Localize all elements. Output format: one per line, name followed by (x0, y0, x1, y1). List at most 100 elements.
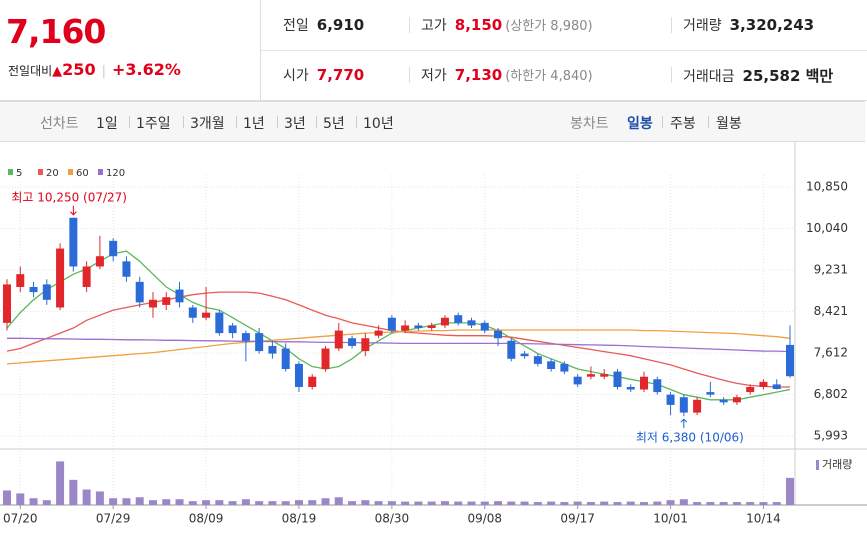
tab[interactable]: 1년 (243, 116, 265, 132)
candle-body (666, 394, 675, 405)
y-tick-label: 8,421 (814, 304, 848, 318)
volume-bar (109, 498, 118, 505)
legend-label: 20 (46, 168, 59, 179)
tab[interactable]: 5년 (323, 116, 345, 132)
candle-body (135, 281, 144, 303)
candle-body (29, 286, 38, 293)
divider (316, 116, 317, 128)
volume-bar (586, 502, 595, 505)
candle-body (202, 312, 211, 318)
candle-body (719, 399, 728, 403)
volume-bar (29, 498, 38, 505)
divider (409, 67, 410, 83)
candle-body (162, 297, 171, 305)
x-tick-label: 08/30 (375, 512, 410, 526)
volume-bar (255, 501, 264, 505)
divider (409, 17, 410, 33)
candle-body (374, 330, 383, 336)
stat: 시가 7,770 (283, 65, 364, 85)
candle-body (148, 299, 157, 308)
stat-label: 시가 (283, 68, 309, 84)
tab[interactable]: 1일 (96, 116, 118, 132)
volume-bar (16, 493, 25, 505)
candle-body (69, 217, 78, 267)
candle-body (573, 376, 582, 385)
candle-body (321, 348, 330, 370)
tab[interactable]: 월봉 (716, 116, 742, 132)
volume-bar (600, 501, 609, 505)
candle-body (401, 325, 410, 331)
x-tick-label: 08/09 (189, 512, 224, 526)
candle-body (653, 379, 662, 393)
candle-body (122, 261, 131, 277)
divider (356, 116, 357, 128)
volume-bar (467, 501, 476, 505)
candle-body (228, 325, 237, 334)
volume-bar (268, 501, 277, 505)
candle-body (109, 240, 118, 257)
candle-body (348, 338, 357, 346)
y-tick-label: 10,850 (806, 179, 848, 193)
volume-bar (348, 501, 357, 505)
change: 전일대비▲250 | +3.62% (8, 60, 181, 79)
tab[interactable]: 1주일 (136, 116, 171, 132)
volume-bar (374, 501, 383, 505)
y-tick-label: 9,231 (814, 263, 848, 277)
stat-value: 25,582 백만 (742, 67, 834, 85)
volume-bar (560, 502, 569, 505)
volume-bar (175, 499, 184, 505)
divider (662, 116, 663, 128)
tab[interactable]: 일봉 (627, 116, 653, 132)
stat-label: 저가 (421, 68, 447, 84)
y-tick-label: 6,802 (814, 387, 848, 401)
tab[interactable]: 10년 (363, 116, 394, 132)
volume-bar (679, 499, 688, 505)
candle-body (586, 374, 595, 377)
x-tick-label: 09/08 (467, 512, 502, 526)
candle-body (42, 284, 51, 300)
volume-bar (719, 502, 728, 505)
candle-body (626, 386, 635, 390)
candle-body (706, 392, 715, 395)
legend-label: 거래량 (822, 458, 852, 471)
candle-body (387, 317, 396, 331)
volume-bar (786, 477, 794, 505)
stat-value: 3,320,243 (729, 16, 815, 34)
candle-body (361, 338, 370, 352)
tab-group-label: 선차트 (40, 116, 79, 132)
candle-body (640, 376, 649, 390)
volume-bar (427, 501, 436, 505)
stat-value: 7,130 (454, 66, 503, 84)
candle-body (188, 307, 197, 318)
stat: 전일 6,910 (283, 15, 364, 35)
volume-bar (215, 500, 224, 505)
volume-bar (759, 502, 768, 505)
legend-label: 5 (16, 168, 22, 179)
volume-bar (480, 501, 489, 505)
volume-bar (122, 498, 131, 505)
volume-bar (507, 501, 516, 505)
volume-bar (241, 499, 250, 505)
change-label: 전일대비 (8, 64, 53, 78)
x-tick-label: 09/17 (560, 512, 595, 526)
divider (277, 116, 278, 128)
divider (671, 17, 672, 33)
candle-body (440, 317, 449, 326)
tab[interactable]: 3개월 (190, 116, 225, 132)
candle-body (467, 320, 476, 326)
candle-body (560, 363, 569, 372)
volume-bar (494, 501, 503, 505)
tab[interactable]: 3년 (284, 116, 306, 132)
volume-bar (69, 479, 78, 505)
divider (708, 116, 709, 128)
volume-bar (454, 501, 463, 505)
stat-row: 시가 7,770 저가 7,130 (하한가 4,840) 거래대금 25,582 백만 (261, 50, 867, 100)
candle-body (281, 348, 290, 370)
legend-swatch (8, 169, 13, 175)
candle-body (732, 397, 741, 403)
stat-label: 거래량 (683, 18, 722, 34)
candle-body (414, 325, 423, 328)
candle-body (175, 289, 184, 303)
tab[interactable]: 주봉 (670, 116, 696, 132)
candle-body (613, 371, 622, 387)
